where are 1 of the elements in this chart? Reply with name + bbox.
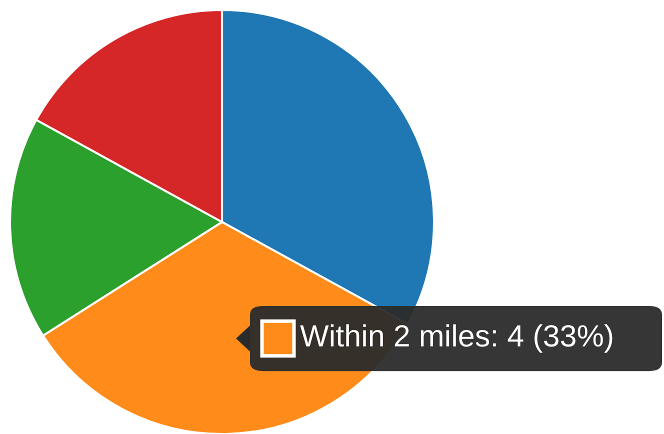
text: Within 2 miles: 4 (33%) (300, 324, 612, 353)
